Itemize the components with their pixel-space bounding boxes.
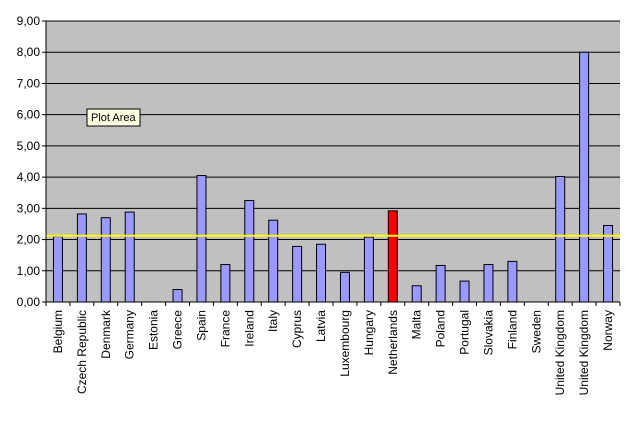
axes [45,21,621,306]
x-category-label: Spain [194,310,208,341]
x-category-label: Germany [123,310,137,359]
bar [220,264,231,303]
x-category-label: Poland [434,310,448,347]
x-category-label: Greece [171,310,185,350]
y-tick-label: 7,00 [17,76,41,90]
tooltip-box [86,108,141,127]
grid-lines [42,20,620,303]
bar [196,175,207,303]
bar [292,245,303,303]
bar [316,243,327,303]
x-axis-category-labels: Belgium Czech Republic Denmark Germany Eston… [51,309,615,395]
x-category-label: Czech Republic [75,310,89,394]
x-category-label: Italy [266,310,280,332]
x-category-label: Slovakia [481,310,495,356]
bar [579,51,590,303]
bars [52,51,614,303]
y-tick-label: 3,00 [17,201,41,215]
bar-highlighted [387,210,398,303]
plot-area[interactable] [46,21,620,302]
bar [124,211,135,303]
bar [244,200,255,303]
bar [363,236,374,303]
y-tick-label: 9,00 [17,14,41,28]
x-category-label: Cyprus [290,310,304,348]
x-category-label: Finland [505,310,519,349]
y-tick-label: 4,00 [17,170,41,184]
bar [52,235,63,303]
x-category-label: United Kingdom [577,310,591,395]
x-category-label: Malta [410,310,424,340]
plot-area-tooltip: Plot Area [86,108,141,127]
y-tick-label: 5,00 [17,139,41,153]
bar [100,217,111,303]
y-axis-tick-labels: 0,00 1,00 2,00 3,00 4,00 5,00 6,00 7,00 8,00 9,00 [17,14,41,309]
x-category-label: Estonia [147,310,161,350]
x-category-label: Ireland [242,310,256,347]
y-tick-label: 0,00 [17,295,41,309]
bar [483,264,494,303]
bar [555,175,566,303]
x-category-label: France [218,310,232,348]
x-category-label: Norway [601,310,615,351]
y-tick-label: 2,00 [17,233,41,247]
bar [172,289,183,303]
x-category-label: Netherlands [386,310,400,375]
x-category-label: Luxembourg [338,310,352,377]
bar [268,219,279,303]
bar [411,285,422,303]
bar [603,225,614,303]
x-category-label: Denmark [99,309,113,359]
bar [435,264,446,303]
x-category-label: United Kingdom [553,310,567,395]
bar [339,271,350,303]
y-tick-label: 6,00 [17,108,41,122]
y-tick-label: 8,00 [17,45,41,59]
x-category-label: Latvia [314,310,328,342]
bar [76,213,87,303]
x-category-label: Portugal [458,310,472,355]
tooltip-label: Plot Area [91,112,137,124]
bar [459,280,470,303]
bar [507,260,518,303]
x-category-label: Hungary [362,310,376,355]
y-tick-label: 1,00 [17,264,41,278]
x-category-label: Sweden [529,310,543,353]
x-category-label: Belgium [51,310,65,353]
